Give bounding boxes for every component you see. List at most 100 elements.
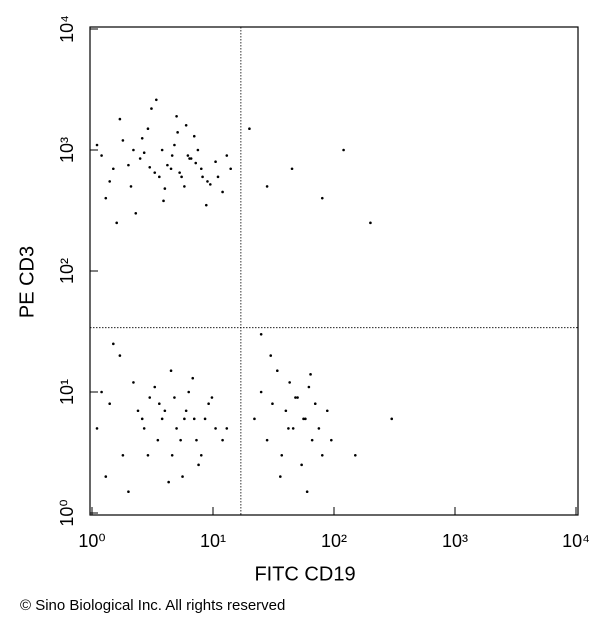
scatter-point (290, 167, 294, 171)
y-tick-label: 10¹ (57, 379, 77, 405)
scatter-point (132, 381, 135, 384)
scatter-point (95, 427, 99, 430)
scatter-point (221, 438, 224, 442)
scatter-point (173, 396, 176, 399)
scatter-point (214, 427, 217, 430)
scatter-point (369, 221, 372, 225)
y-tick-label: 10² (57, 258, 77, 284)
scatter-point (210, 396, 214, 399)
scatter-point (284, 409, 288, 413)
scatter-point (162, 199, 165, 203)
scatter-point (163, 409, 167, 413)
scatter-point (163, 187, 167, 190)
x-axis-label: FITC CD19 (254, 563, 355, 585)
scatter-point (197, 463, 200, 467)
scatter-point (209, 183, 212, 186)
scatter-point (320, 453, 324, 457)
scatter-point (390, 417, 394, 421)
x-tick-label: 10⁰ (78, 531, 105, 551)
x-tick-label: 10¹ (200, 531, 226, 551)
scatter-point (279, 475, 282, 478)
scatter-point (158, 402, 161, 406)
scatter-point (136, 409, 140, 413)
scatter-point (287, 427, 290, 430)
scatter-point (118, 354, 122, 357)
scatter-point (192, 417, 196, 421)
scatter-point (148, 165, 152, 169)
scatter-point (186, 154, 190, 157)
scatter-point (140, 136, 144, 140)
scatter-point (134, 211, 138, 215)
scatter-point (148, 396, 152, 399)
scatter-point (178, 171, 181, 174)
scatter-point (155, 98, 158, 102)
scatter-point (196, 148, 200, 152)
scatter-point (183, 185, 186, 188)
scatter-point (195, 438, 198, 442)
scatter-point (129, 185, 133, 188)
scatter-point (207, 402, 210, 406)
scatter-point (104, 475, 108, 478)
scatter-point (142, 427, 146, 430)
scatter-point (288, 381, 291, 384)
scatter-point (153, 385, 157, 389)
scatter-point (225, 154, 229, 157)
scatter-point (127, 163, 130, 167)
scatter-point (248, 127, 251, 130)
scatter-point (167, 480, 170, 484)
scatter-point (169, 369, 173, 372)
scatter-point (294, 396, 297, 399)
scatter-point (115, 221, 118, 225)
scatter-point (276, 369, 279, 372)
scatter-point (269, 354, 273, 357)
scatter-point (156, 438, 160, 442)
x-tick-label: 10³ (442, 531, 468, 551)
scatter-point (175, 427, 178, 430)
scatter-point (142, 151, 146, 154)
scatter-point (265, 185, 269, 188)
scatter-point (170, 154, 174, 157)
scatter-point (199, 167, 203, 171)
scatter-point (342, 148, 345, 152)
y-tick-label: 10⁰ (57, 499, 77, 526)
scatter-point (184, 124, 188, 127)
scatter-point (100, 390, 103, 394)
scatter-point (146, 453, 150, 457)
scatter-point (259, 390, 263, 394)
scatter-point (127, 490, 130, 493)
scatter-point (176, 131, 179, 134)
scatter-point (304, 417, 307, 421)
scatter-point (206, 180, 209, 183)
scatter-point (180, 175, 183, 179)
scatter-point (169, 167, 173, 171)
scatter-point (187, 390, 191, 394)
scatter-point (150, 107, 153, 110)
scatter-point (118, 117, 122, 121)
scatter-point (153, 171, 157, 174)
scatter-point (140, 417, 144, 421)
scatter-point (354, 453, 357, 457)
footer: © Sino Biological Inc. All rights reserv… (20, 597, 285, 614)
x-tick-label: 10² (321, 531, 347, 551)
scatter-point (296, 396, 299, 399)
scatter-point (280, 453, 284, 457)
scatter-point (108, 402, 111, 406)
scatter-point (271, 402, 274, 406)
scatter-point (221, 190, 224, 194)
scatter-point (158, 175, 161, 179)
scatter-point (146, 127, 150, 130)
scatter-point (183, 417, 186, 421)
scatter-point (191, 376, 195, 380)
scatter-point (179, 438, 182, 442)
scatter-point (199, 453, 203, 457)
plot-frame (89, 26, 579, 516)
scatter-point (132, 148, 135, 152)
scatter-point (95, 143, 99, 147)
scatter-point (160, 417, 164, 421)
scatter-point (259, 332, 263, 336)
y-axis-label: PE CD3 (16, 246, 38, 318)
scatter-point (265, 438, 269, 442)
scatter-point (307, 385, 311, 389)
y-tick-label: 10⁴ (57, 15, 77, 43)
